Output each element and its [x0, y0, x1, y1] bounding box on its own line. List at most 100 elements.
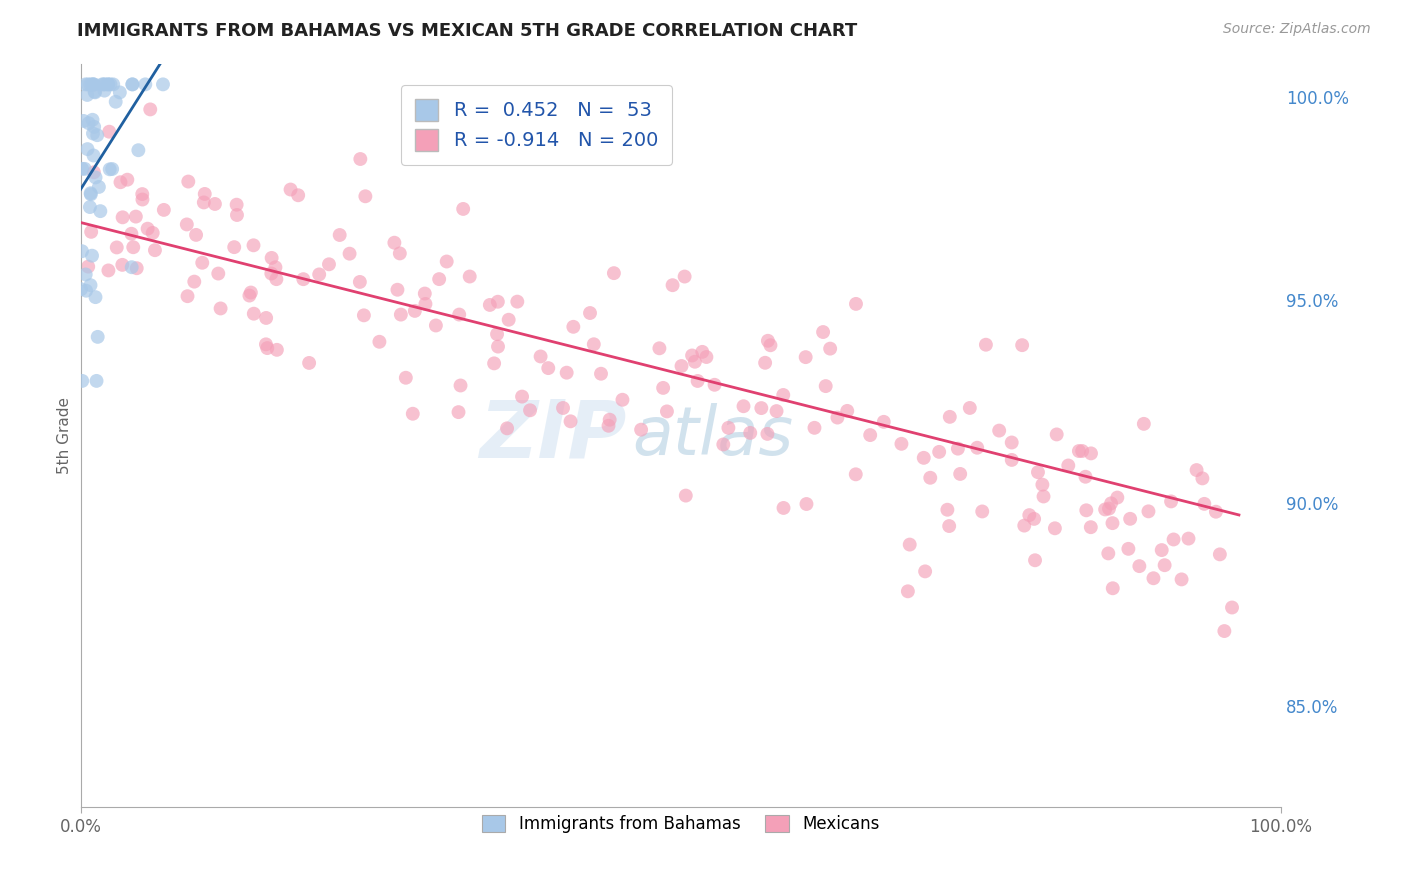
Point [143, 243, 166, 257]
Point [1080, 446, 1102, 460]
Point [974, 337, 997, 351]
Point [1022, 512, 1045, 526]
Point [242, 238, 264, 252]
Point [1101, 581, 1123, 595]
Point [859, 428, 882, 442]
Point [204, 197, 226, 211]
Point [183, 275, 205, 289]
Point [772, 388, 794, 402]
Point [79, 78, 101, 92]
Point [1160, 494, 1182, 508]
Point [1076, 503, 1098, 517]
Point [936, 502, 959, 516]
Point [949, 467, 972, 481]
Point [733, 399, 755, 413]
Point [450, 378, 472, 392]
Point [97, 263, 120, 277]
Point [238, 288, 260, 302]
Point [1024, 553, 1046, 567]
Point [740, 425, 762, 440]
Point [89, 204, 111, 219]
Point [560, 414, 582, 428]
Point [1080, 520, 1102, 534]
Point [582, 337, 605, 351]
Point [1046, 427, 1069, 442]
Point [1133, 417, 1156, 431]
Point [404, 304, 426, 318]
Point [105, 240, 128, 254]
Point [928, 445, 950, 459]
Point [765, 404, 787, 418]
Point [239, 285, 262, 300]
Point [184, 227, 207, 242]
Point [70, 374, 93, 388]
Point [298, 356, 321, 370]
Point [1032, 490, 1054, 504]
Point [1170, 573, 1192, 587]
Point [83, 148, 105, 162]
Point [254, 310, 277, 325]
Point [256, 341, 278, 355]
Point [451, 202, 474, 216]
Point [914, 565, 936, 579]
Point [72, 114, 94, 128]
Point [661, 278, 683, 293]
Point [125, 261, 148, 276]
Point [1191, 471, 1213, 485]
Point [1026, 465, 1049, 479]
Point [142, 226, 165, 240]
Point [589, 367, 612, 381]
Point [683, 355, 706, 369]
Point [939, 409, 962, 424]
Point [510, 390, 533, 404]
Point [959, 401, 981, 415]
Point [77, 116, 100, 130]
Point [389, 308, 412, 322]
Point [79, 200, 101, 214]
Point [287, 188, 309, 202]
Point [703, 377, 725, 392]
Legend: Immigrants from Bahamas, Mexicans: Immigrants from Bahamas, Mexicans [475, 808, 886, 840]
Point [103, 78, 125, 92]
Point [1043, 521, 1066, 535]
Point [1185, 463, 1208, 477]
Point [80, 249, 103, 263]
Point [648, 341, 671, 355]
Point [139, 103, 162, 117]
Point [75, 268, 97, 282]
Point [506, 294, 529, 309]
Point [1220, 600, 1243, 615]
Point [818, 342, 841, 356]
Point [97, 78, 120, 92]
Point [686, 374, 709, 388]
Point [125, 210, 148, 224]
Point [966, 441, 988, 455]
Point [717, 421, 740, 435]
Point [101, 161, 124, 176]
Point [83, 165, 105, 179]
Point [1014, 518, 1036, 533]
Point [756, 426, 779, 441]
Point [898, 538, 921, 552]
Point [83, 78, 105, 92]
Point [339, 246, 361, 260]
Point [82, 127, 104, 141]
Point [152, 78, 174, 92]
Point [120, 227, 142, 241]
Text: IMMIGRANTS FROM BAHAMAS VS MEXICAN 5TH GRADE CORRELATION CHART: IMMIGRANTS FROM BAHAMAS VS MEXICAN 5TH G… [77, 22, 858, 40]
Point [80, 187, 103, 202]
Point [1001, 435, 1024, 450]
Point [598, 418, 620, 433]
Point [458, 269, 481, 284]
Point [551, 401, 574, 415]
Point [280, 182, 302, 196]
Point [153, 202, 176, 217]
Point [382, 235, 405, 250]
Point [946, 442, 969, 456]
Point [1177, 532, 1199, 546]
Point [920, 471, 942, 485]
Point [478, 298, 501, 312]
Point [690, 344, 713, 359]
Point [486, 340, 509, 354]
Point [177, 175, 200, 189]
